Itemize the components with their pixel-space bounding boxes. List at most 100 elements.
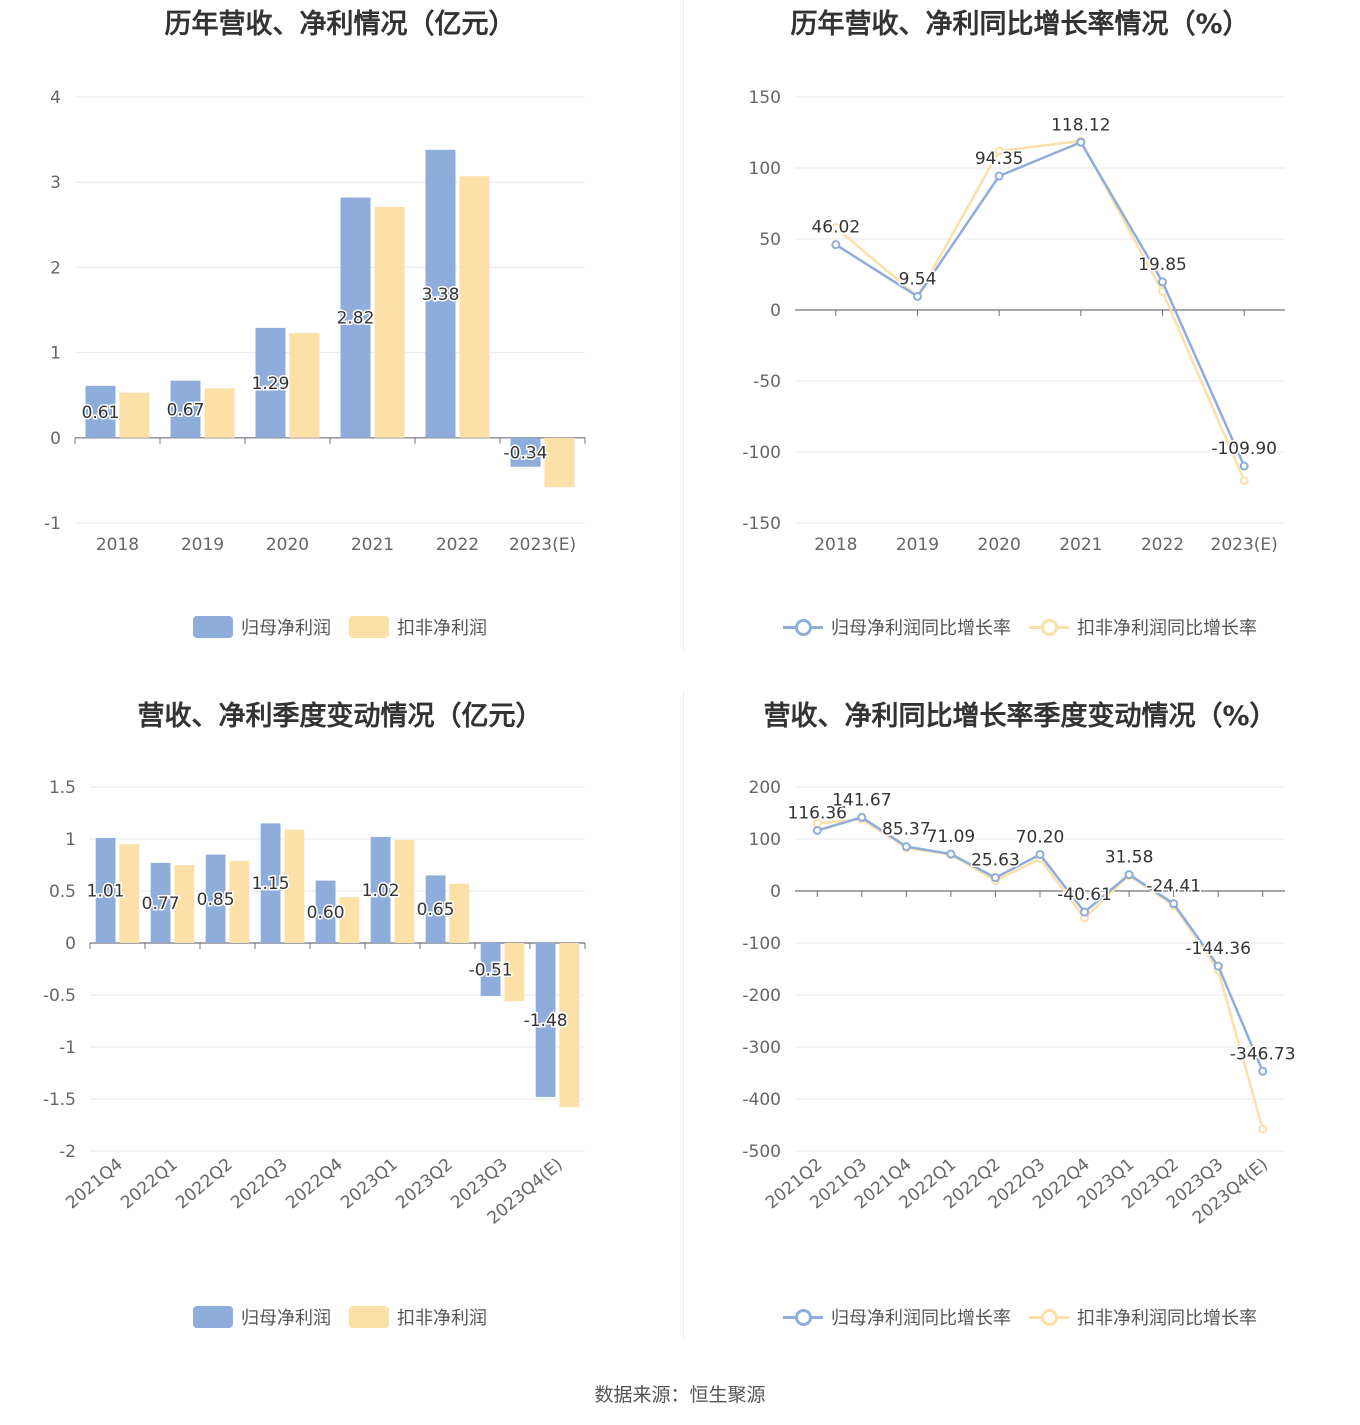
bar-series2 xyxy=(204,388,235,438)
chart-panel-annual-profit: 历年营收、净利情况（亿元） -1 0 1 2 3 4 2018 2019 2020 2021 202… xyxy=(0,0,680,690)
point-series1 xyxy=(1258,1066,1268,1076)
y-tick-label: -0.5 xyxy=(43,986,76,1006)
point-series1 xyxy=(1239,461,1249,471)
chart-quarterly-growth: -500-400-300-200-10001002002021Q22021Q32… xyxy=(742,778,1297,1229)
data-label: 0.65 xyxy=(417,900,455,920)
legend-item-series1[interactable]: 归母净利润 xyxy=(193,1304,331,1330)
legend-item-series1[interactable]: 归母净利润同比增长率 xyxy=(783,1304,1011,1330)
point-series1 xyxy=(994,171,1004,181)
bar-series2 xyxy=(544,437,575,488)
legend-item-series1[interactable]: 归母净利润同比增长率 xyxy=(783,614,1011,640)
legend: 归母净利润同比增长率 扣非净利润同比增长率 xyxy=(680,1302,1360,1332)
y-tick-label: 100 xyxy=(749,830,781,850)
bar-series1 xyxy=(425,149,456,438)
x-tick-label: 2023Q1 xyxy=(337,1155,402,1214)
data-label: -144.36 xyxy=(1185,939,1251,959)
x-tick-label: 2021 xyxy=(1059,535,1102,555)
x-tick-label: 2018 xyxy=(96,535,139,555)
bar-series2 xyxy=(459,176,490,438)
data-label: 116.36 xyxy=(788,803,847,823)
bar-series1 xyxy=(205,854,226,943)
bar-series1 xyxy=(315,880,336,943)
legend-swatch xyxy=(1029,1306,1069,1328)
data-label: 3.38 xyxy=(422,285,460,305)
y-tick-label: 0 xyxy=(50,429,61,449)
x-tick-label: 2021Q4 xyxy=(62,1155,127,1214)
point-series1 xyxy=(913,291,922,301)
legend: 归母净利润同比增长率 扣非净利润同比增长率 xyxy=(680,612,1360,642)
bar-series1 xyxy=(370,836,391,943)
data-label: 118.12 xyxy=(1051,115,1110,135)
bar-series1 xyxy=(150,862,171,943)
data-label: -109.90 xyxy=(1211,439,1277,459)
legend-item-series2[interactable]: 扣非净利润 xyxy=(349,1304,487,1330)
y-tick-label: 150 xyxy=(749,88,781,108)
bar-series2 xyxy=(119,844,140,943)
legend-swatch xyxy=(783,1306,823,1328)
y-tick-label: 0 xyxy=(770,301,781,321)
data-label: 141.67 xyxy=(832,790,891,810)
y-tick-label: -2 xyxy=(59,1142,76,1162)
bar-series1 xyxy=(260,823,281,943)
y-tick-label: -150 xyxy=(742,514,781,534)
bar-series1 xyxy=(255,327,286,438)
bar-series1 xyxy=(85,385,116,438)
x-tick-label: 2022Q4 xyxy=(282,1155,347,1214)
bar-series2 xyxy=(289,333,320,438)
y-tick-label: 0 xyxy=(770,882,781,902)
legend: 归母净利润 扣非净利润 xyxy=(0,612,680,642)
y-tick-label: 2 xyxy=(50,258,61,278)
chart-title: 营收、净利同比增长率季度变动情况（%） xyxy=(763,701,1277,732)
point-series1 xyxy=(901,842,911,852)
data-label: 85.37 xyxy=(882,820,931,840)
data-label: 0.85 xyxy=(197,890,235,910)
point-series1 xyxy=(946,849,956,859)
point-series1 xyxy=(1080,907,1090,917)
y-tick-label: 3 xyxy=(50,173,61,193)
data-label: -0.34 xyxy=(504,443,548,463)
legend-item-series2[interactable]: 扣非净利润同比增长率 xyxy=(1029,614,1257,640)
x-tick-label: 2022 xyxy=(1141,535,1184,555)
x-tick-label: 2022 xyxy=(436,535,479,555)
bar-series2 xyxy=(229,860,250,943)
series-line-series2 xyxy=(817,817,1264,1130)
data-label: 1.02 xyxy=(362,881,400,901)
point-series1 xyxy=(812,825,822,835)
legend-swatch xyxy=(193,1306,233,1328)
point-series1 xyxy=(1124,870,1134,880)
point-series2 xyxy=(1258,1124,1268,1134)
legend-swatch xyxy=(349,616,389,638)
x-tick-label: 2019 xyxy=(181,535,224,555)
bar-series2 xyxy=(174,865,195,943)
x-tick-label: 2023(E) xyxy=(1211,535,1278,555)
bar-series1 xyxy=(170,380,201,438)
x-tick-label: 2019 xyxy=(896,535,939,555)
data-label: 2.82 xyxy=(337,309,375,329)
data-label: 70.20 xyxy=(1016,827,1065,847)
chart-annual-growth: -150 -100 -50 0 50 100 150 2018 2019 2020 2021 2022… xyxy=(742,88,1285,555)
bar-series1 xyxy=(340,197,371,438)
chart-title: 历年营收、净利情况（亿元） xyxy=(164,9,516,40)
legend-item-series1[interactable]: 归母净利润 xyxy=(193,614,331,640)
y-tick-label: 4 xyxy=(50,88,61,108)
y-tick-label: 100 xyxy=(749,159,781,179)
legend-item-series2[interactable]: 扣非净利润 xyxy=(349,614,487,640)
y-tick-label: 1 xyxy=(65,830,76,850)
point-series1 xyxy=(990,873,1000,883)
bar-series1 xyxy=(510,437,541,467)
legend-label: 归母净利润同比增长率 xyxy=(831,618,1011,639)
bar-series1 xyxy=(425,875,446,943)
point-series1 xyxy=(1213,961,1223,971)
data-label: 0.60 xyxy=(307,903,345,923)
x-tick-label: 2021 xyxy=(351,535,394,555)
legend-swatch xyxy=(349,1306,389,1328)
bar-series2 xyxy=(374,206,405,438)
data-label: 1.01 xyxy=(87,881,125,901)
data-label: 9.54 xyxy=(899,269,937,289)
y-tick-label: 200 xyxy=(749,778,781,798)
legend-item-series2[interactable]: 扣非净利润同比增长率 xyxy=(1029,1304,1257,1330)
bar-series2 xyxy=(339,897,360,943)
data-label: -346.73 xyxy=(1230,1044,1296,1064)
legend-label: 归母净利润 xyxy=(241,618,331,639)
data-label: -40.61 xyxy=(1057,885,1112,905)
